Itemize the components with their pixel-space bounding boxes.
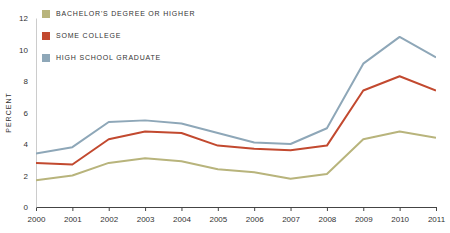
x-tick: 2011 xyxy=(428,207,446,224)
legend-label: HIGH SCHOOL GRADUATE xyxy=(56,54,161,61)
y-tick-label: 12 xyxy=(19,14,28,23)
y-tick-label: 4 xyxy=(24,140,29,149)
legend-item: SOME COLLEGE xyxy=(42,32,121,40)
y-tick: 12 xyxy=(19,14,36,23)
series-line xyxy=(36,76,436,164)
y-tick-label: 8 xyxy=(24,77,29,86)
x-axis-line xyxy=(37,208,437,212)
x-tick-mark xyxy=(145,207,146,211)
x-tick-mark xyxy=(254,207,255,211)
x-tick-mark xyxy=(72,207,73,211)
series-line xyxy=(36,37,436,154)
x-tick-label: 2006 xyxy=(246,215,264,224)
x-axis: 2000 2001 2002 2003 2004 2005 2006 2007 2008 2009… xyxy=(28,207,446,224)
x-tick: 2000 xyxy=(28,207,46,224)
legend-label: SOME COLLEGE xyxy=(56,32,121,39)
x-tick-label: 2005 xyxy=(209,215,227,224)
y-tick: 8 xyxy=(24,77,36,86)
x-tick-mark xyxy=(218,207,219,211)
chart: 2000 2001 2002 2003 2004 2005 2006 2007 2008 2009… xyxy=(0,0,450,233)
y-tick: 2 xyxy=(24,172,36,181)
y-tick-label: 6 xyxy=(24,109,29,118)
x-tick-mark xyxy=(181,207,182,211)
x-tick-mark xyxy=(109,207,110,211)
x-tick-mark xyxy=(400,207,401,211)
legend-label: BACHELOR'S DEGREE OR HIGHER xyxy=(56,10,195,17)
x-tick-label: 2000 xyxy=(28,215,46,224)
x-tick-mark xyxy=(291,207,292,211)
x-tick-mark xyxy=(327,207,328,211)
y-tick: 4 xyxy=(24,140,36,149)
x-tick-mark xyxy=(36,207,37,211)
y-tick: 6 xyxy=(24,109,36,118)
plot-area: 2000 2001 2002 2003 2004 2005 2006 2007 2008 2009… xyxy=(19,14,446,224)
y-tick: 10 xyxy=(19,46,36,55)
x-tick-label: 2009 xyxy=(355,215,373,224)
x-tick-mark xyxy=(436,207,437,211)
legend-swatch xyxy=(42,32,50,40)
x-tick-label: 2003 xyxy=(137,215,155,224)
y-axis: 0 2 4 6 8 10 12 xyxy=(19,14,36,212)
y-tick-label: 0 xyxy=(24,203,29,212)
y-tick-label: 2 xyxy=(24,172,29,181)
x-tick-label: 2001 xyxy=(64,215,82,224)
x-tick: 2001 xyxy=(64,207,82,224)
legend-item: HIGH SCHOOL GRADUATE xyxy=(42,54,161,62)
x-tick-label: 2010 xyxy=(391,215,409,224)
legend-swatch xyxy=(42,10,50,18)
x-tick: 2010 xyxy=(391,207,409,224)
x-tick: 2006 xyxy=(246,207,264,224)
legend-item: BACHELOR'S DEGREE OR HIGHER xyxy=(42,10,195,18)
x-tick-label: 2008 xyxy=(319,215,337,224)
x-tick-label: 2004 xyxy=(173,215,191,224)
x-tick: 2009 xyxy=(355,207,373,224)
x-tick: 2008 xyxy=(319,207,337,224)
legend-swatch xyxy=(42,54,50,62)
x-tick-label: 2011 xyxy=(428,215,446,224)
y-tick-label: 10 xyxy=(19,46,28,55)
x-tick: 2003 xyxy=(137,207,155,224)
x-tick: 2007 xyxy=(282,207,300,224)
y-axis-title: PERCENT xyxy=(5,92,12,132)
x-tick: 2002 xyxy=(100,207,118,224)
y-tick: 0 xyxy=(24,203,36,212)
series-group xyxy=(36,37,436,180)
x-tick: 2005 xyxy=(209,207,227,224)
x-tick-label: 2002 xyxy=(100,215,118,224)
x-tick-mark xyxy=(363,207,364,211)
legend: BACHELOR'S DEGREE OR HIGHER SOME COLLEGE H… xyxy=(42,10,195,62)
x-tick-label: 2007 xyxy=(282,215,300,224)
x-tick: 2004 xyxy=(173,207,191,224)
